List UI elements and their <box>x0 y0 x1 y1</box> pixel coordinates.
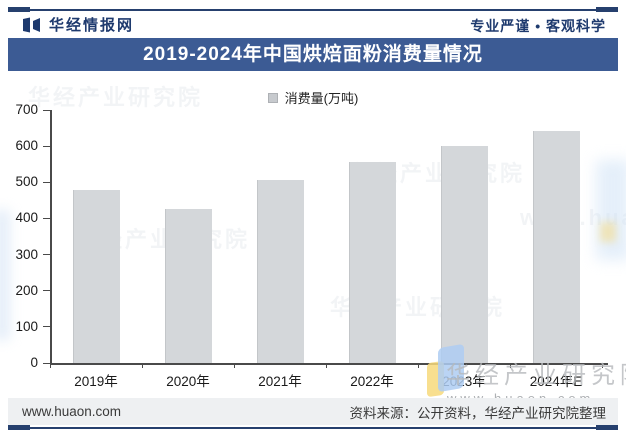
x-axis-category-label: 2024年E <box>529 374 583 389</box>
watermark-logo-fragment <box>0 210 10 340</box>
x-axis-category-label: 2019年 <box>74 374 118 389</box>
y-axis-tick-label: 300 <box>15 246 38 262</box>
y-axis <box>50 110 52 363</box>
legend-swatch-icon <box>267 92 278 103</box>
legend-label: 消费量(万吨) <box>284 91 359 106</box>
bottom-border-right-cap <box>596 425 618 430</box>
legend: 消费量(万吨) <box>0 88 626 107</box>
y-axis-tick-mark <box>43 254 50 256</box>
x-axis-tick-mark <box>234 363 235 368</box>
x-axis-tick-mark <box>50 363 51 368</box>
y-axis-tick-label: 600 <box>15 138 38 154</box>
chart-title: 2019-2024年中国烘焙面粉消费量情况 <box>8 38 618 71</box>
watermark-logo-fragment <box>596 160 626 260</box>
x-axis-tick-mark <box>602 363 603 368</box>
footer-source: 资料来源：公开资料，华经产业研究院整理 <box>349 405 607 421</box>
x-axis-category-label: 2020年 <box>166 374 210 389</box>
y-axis-tick-mark <box>43 145 50 147</box>
y-axis-tick-mark <box>43 326 50 328</box>
huajing-logo-icon <box>22 17 42 33</box>
y-axis-tick-label: 0 <box>30 355 38 370</box>
y-axis-tick-label: 100 <box>15 318 38 334</box>
x-axis-tick-mark <box>326 363 327 368</box>
bar <box>349 161 396 363</box>
y-axis-tick-label: 500 <box>15 174 38 190</box>
x-axis <box>50 363 608 365</box>
bar <box>165 209 212 363</box>
top-border-right-cap <box>596 7 618 12</box>
x-axis-tick-mark <box>418 363 419 368</box>
y-axis-tick-label: 200 <box>15 282 38 298</box>
footer-website: www.huaon.com <box>22 404 122 419</box>
y-axis-tick-label: 400 <box>15 210 38 226</box>
y-axis-tick-mark <box>43 290 50 292</box>
footer-bar: www.huaon.com 资料来源：公开资料，华经产业研究院整理 <box>8 398 618 425</box>
x-axis-category-label: 2022年 <box>350 374 394 389</box>
y-axis-tick-mark <box>43 362 50 364</box>
y-axis-tick-mark <box>43 217 50 219</box>
y-axis-tick-label: 700 <box>15 102 38 117</box>
brand-slogan: 专业严谨 • 客观科学 <box>470 18 606 34</box>
y-axis-tick-mark <box>43 109 50 111</box>
brand-name: 华经情报网 <box>49 17 135 34</box>
bar <box>533 130 580 363</box>
bar <box>441 146 488 363</box>
y-axis-tick-mark <box>43 181 50 183</box>
watermark-org-text: 华经产业研究院 <box>446 362 626 389</box>
x-axis-category-label: 2021年 <box>258 374 302 389</box>
watermark-logo-fragment <box>600 222 616 242</box>
bottom-border-line <box>8 427 618 429</box>
x-axis-tick-mark <box>142 363 143 368</box>
bar <box>73 190 120 363</box>
watermark-faint-text: 华经产业研究院 <box>28 85 204 110</box>
brand-lockup: 华经情报网 <box>22 14 134 35</box>
bar <box>257 179 304 363</box>
top-border-left-cap <box>8 7 30 12</box>
top-border-line <box>8 9 618 11</box>
bottom-border-left-cap <box>8 425 30 430</box>
x-axis-tick-mark <box>510 363 511 368</box>
